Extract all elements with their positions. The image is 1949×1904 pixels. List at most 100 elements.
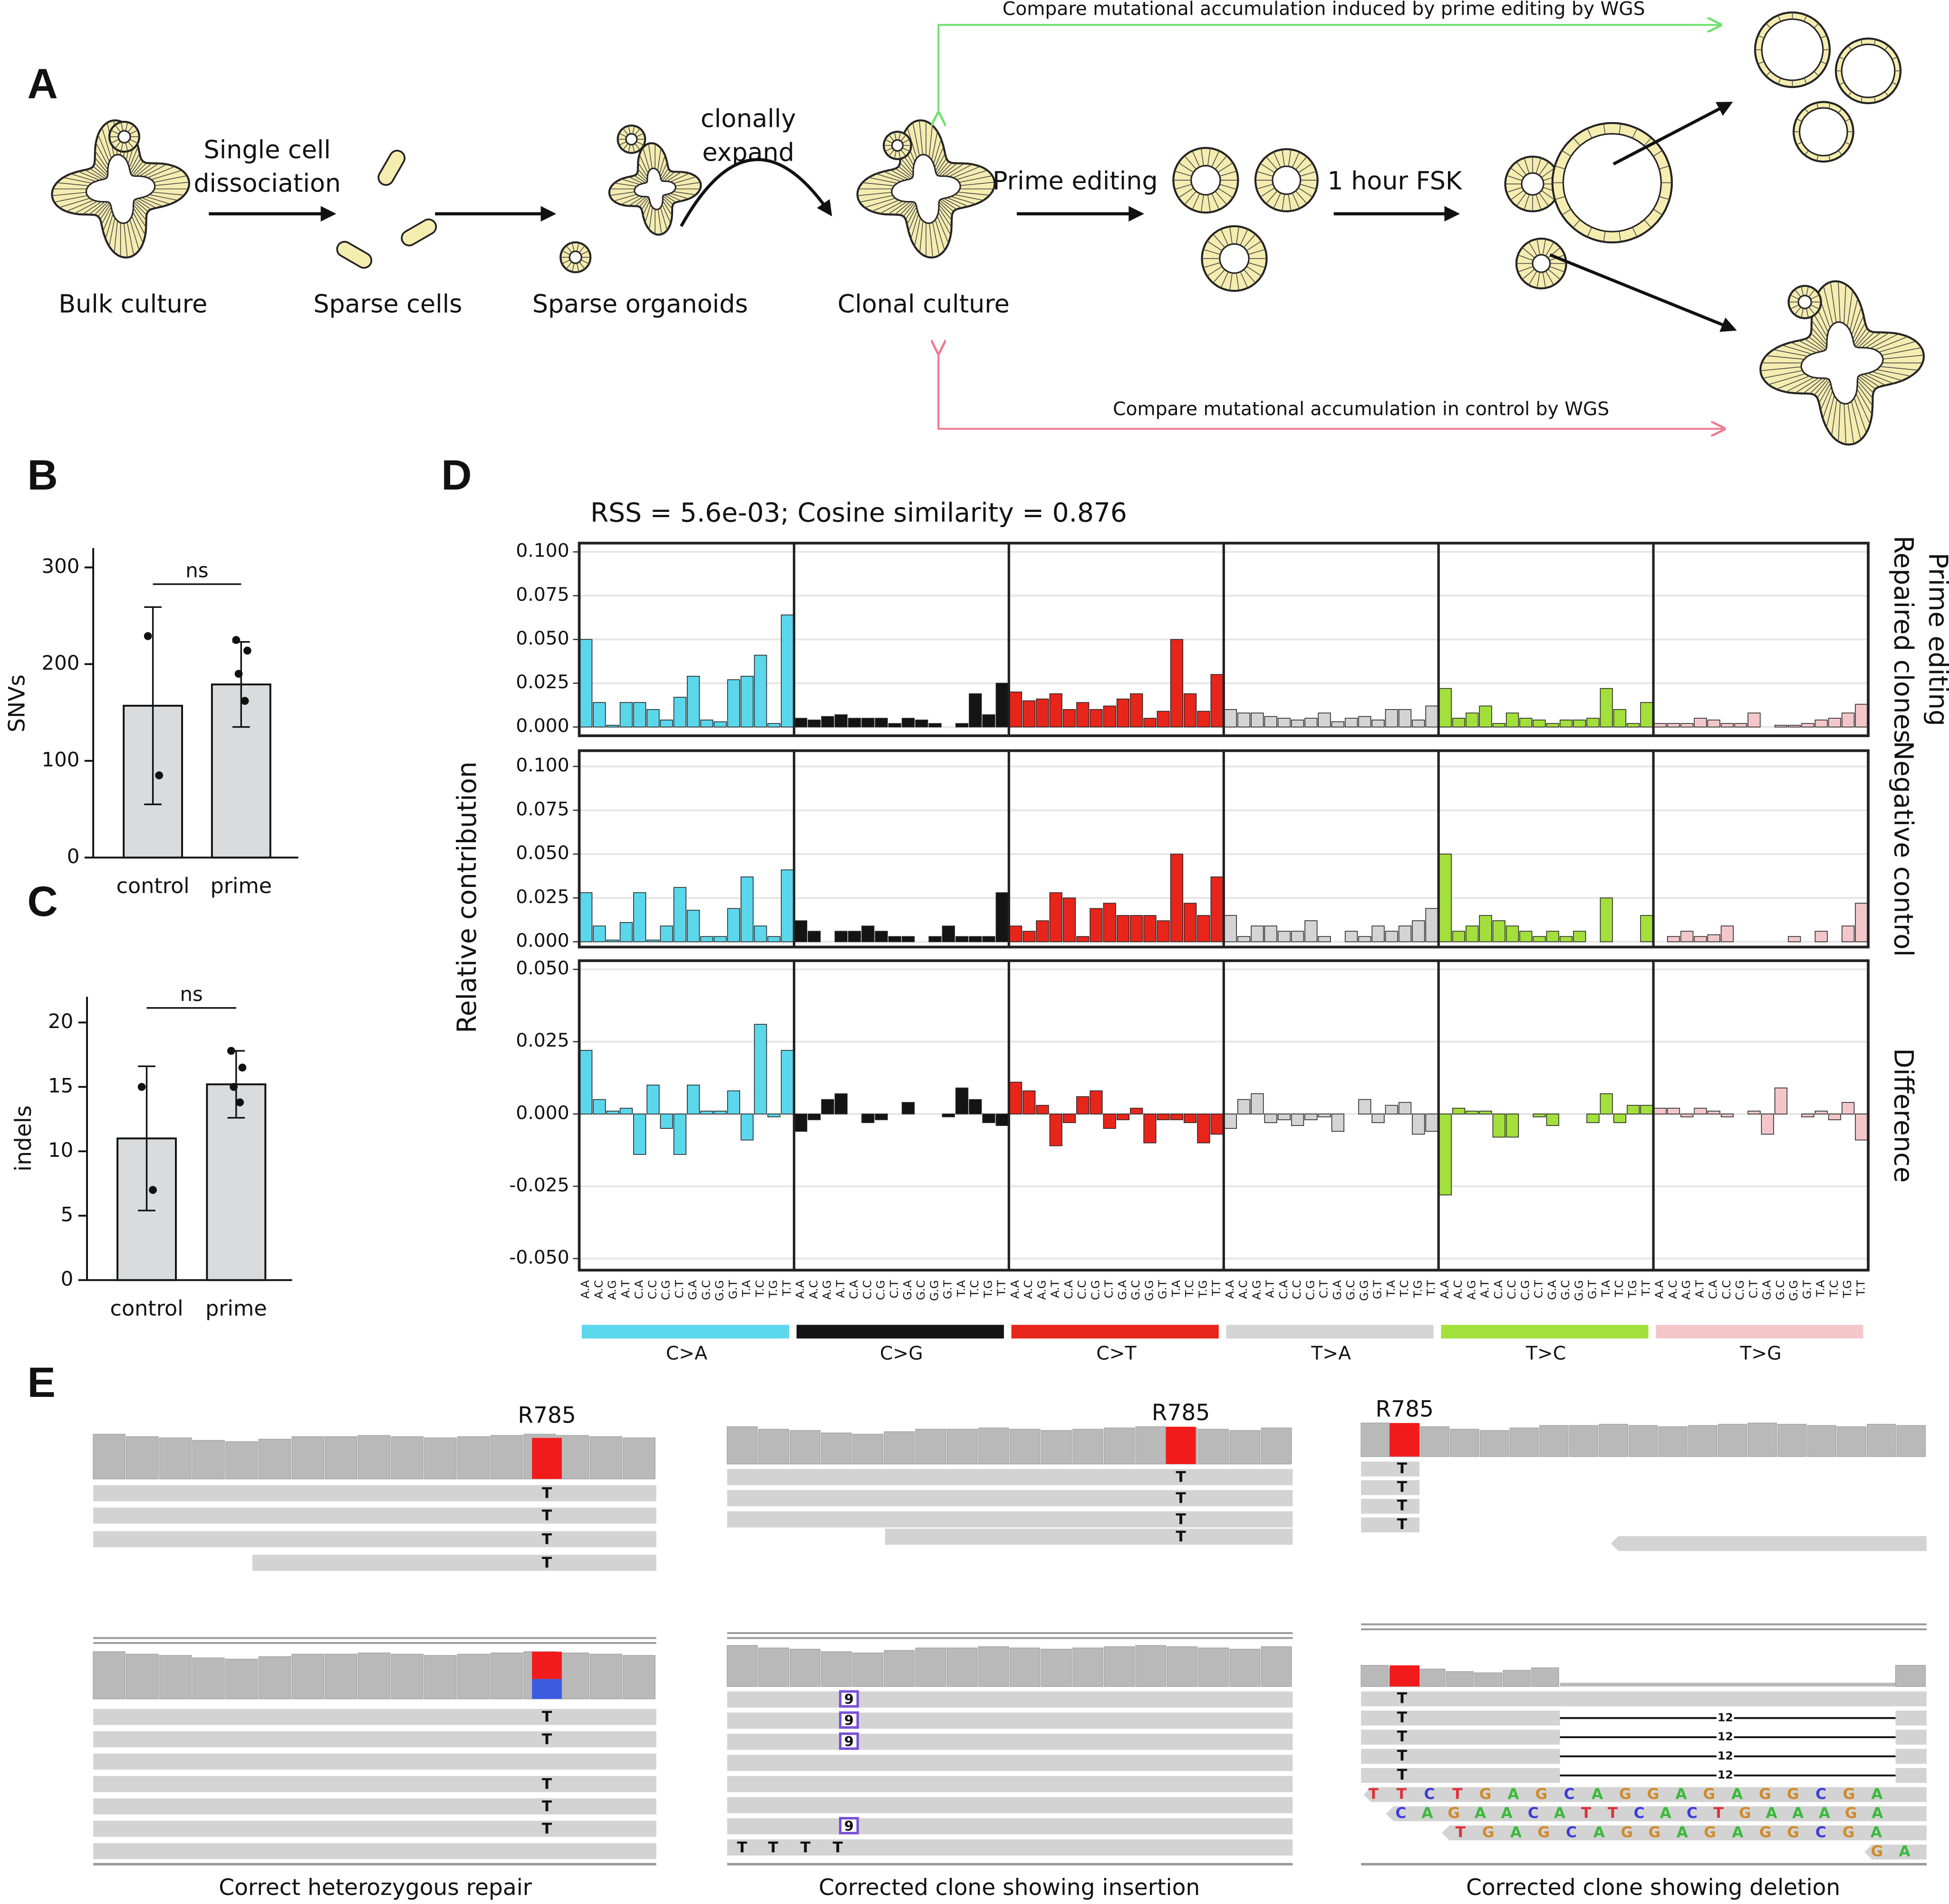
bar	[1009, 925, 1023, 942]
bar	[1130, 693, 1143, 728]
cell-border	[1843, 404, 1847, 445]
bar	[1197, 915, 1210, 942]
cell-border	[123, 223, 128, 258]
x-tick-label: T.C	[968, 1280, 981, 1297]
x-tick-label: T.T	[1854, 1280, 1867, 1297]
cell-border	[641, 198, 649, 210]
bar	[942, 1114, 955, 1117]
cell-border	[1839, 82, 1845, 86]
cell-border	[1653, 209, 1663, 215]
panel-label: E	[28, 1359, 56, 1406]
cell-border	[1207, 194, 1211, 212]
deletion-label-bg	[1717, 1711, 1734, 1726]
bar	[1774, 725, 1788, 728]
cell-border	[632, 144, 635, 153]
cell-border	[1536, 272, 1540, 288]
cell-border	[900, 149, 907, 156]
bar	[727, 908, 740, 942]
cell-border	[879, 201, 903, 214]
cell-border	[1256, 171, 1274, 177]
bar	[1076, 936, 1090, 942]
cell-border	[1554, 196, 1565, 200]
bar	[579, 1050, 593, 1115]
cell-border	[125, 142, 128, 152]
x-tick-label: G.A	[1545, 1280, 1559, 1300]
bar	[1224, 915, 1237, 942]
cell-border	[129, 153, 140, 172]
cell-border	[662, 201, 673, 216]
bar	[1358, 936, 1371, 942]
bar	[1613, 1114, 1627, 1123]
bar	[1842, 1102, 1855, 1115]
bar	[1143, 915, 1157, 942]
bar	[1385, 931, 1398, 942]
cell-border	[661, 168, 669, 180]
y-tick-label: 10	[48, 1138, 73, 1162]
cell-border	[1517, 254, 1534, 261]
y-tick-label: 0	[67, 845, 80, 868]
bar	[1707, 1110, 1720, 1115]
step-label: Sparse cells	[313, 289, 462, 318]
bar	[808, 1114, 821, 1120]
coverage-bar	[1539, 1425, 1569, 1457]
bar	[1318, 1114, 1331, 1117]
cell-border	[1644, 219, 1652, 228]
cell-border	[622, 128, 628, 135]
cell-border	[89, 168, 106, 179]
cell-border	[659, 155, 666, 174]
cell-border	[129, 139, 138, 144]
x-tick-label: C.A	[1492, 1280, 1505, 1299]
x-tick-label: T.T	[1425, 1280, 1438, 1297]
coverage-bar	[1072, 1429, 1103, 1465]
read	[727, 1818, 1293, 1835]
cell-border	[97, 135, 110, 162]
read	[1611, 1536, 1927, 1551]
deletion-label: 12	[1717, 1768, 1733, 1781]
bar	[1358, 716, 1371, 728]
read	[727, 1776, 1293, 1792]
arrow-label: clonally	[701, 105, 796, 134]
cell-border	[1876, 369, 1911, 377]
cell-border	[1292, 152, 1300, 168]
x-tick-label: A.C	[1022, 1280, 1035, 1299]
data-point	[243, 646, 251, 655]
cell-border	[955, 194, 984, 201]
bar	[1076, 1096, 1090, 1115]
base-call: T	[1176, 1511, 1186, 1528]
arrow-label: dissociation	[193, 169, 341, 198]
single-cell	[401, 218, 437, 247]
bar	[1479, 705, 1492, 728]
arrow	[1549, 253, 1737, 332]
bar	[901, 936, 915, 942]
coverage-bar	[1599, 1423, 1628, 1457]
organoid-lumen	[1190, 165, 1221, 196]
cell-border	[1200, 148, 1204, 166]
bar	[1291, 1114, 1304, 1126]
cell-border	[894, 201, 911, 215]
bar	[1130, 915, 1143, 942]
x-tick-label: A.G	[1465, 1280, 1478, 1299]
variant-label: R785	[518, 1402, 576, 1428]
facet-label: Prime editing	[1923, 553, 1949, 726]
base-call: T	[542, 1554, 552, 1571]
note: Compare mutational accumulation in contr…	[1113, 398, 1609, 420]
cell-border	[620, 195, 640, 205]
coverage-bar	[291, 1654, 325, 1700]
cell-border	[1838, 402, 1841, 442]
cell-border	[634, 175, 646, 183]
cell-border	[894, 132, 897, 140]
cell-border	[1184, 155, 1196, 170]
cell-border	[94, 163, 108, 176]
cell-border	[571, 263, 575, 272]
cell-border	[1882, 355, 1924, 360]
x-tick-label: G.C	[1559, 1280, 1572, 1300]
cell-border	[1545, 270, 1554, 286]
bar	[1304, 1114, 1318, 1120]
cell-border	[634, 143, 640, 150]
bar	[875, 931, 888, 942]
bar	[1788, 936, 1801, 942]
bar	[1090, 908, 1103, 942]
x-tick-label: G.T	[1800, 1280, 1814, 1299]
cell-border	[1524, 158, 1530, 174]
cell-border	[85, 169, 103, 180]
